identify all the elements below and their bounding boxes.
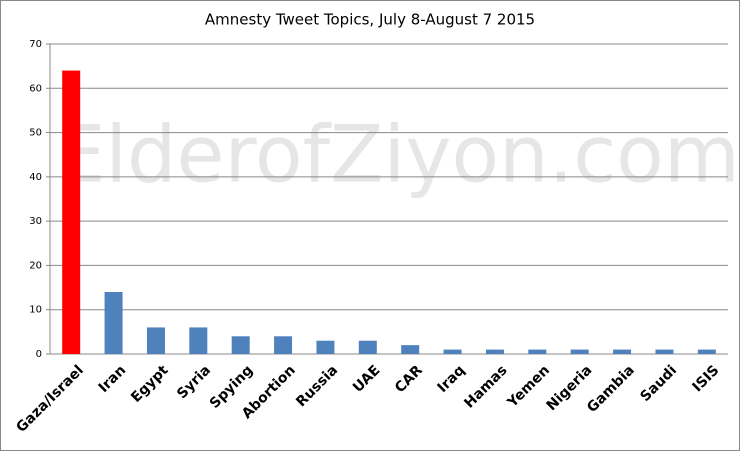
chart-title: Amnesty Tweet Topics, July 8-August 7 20… bbox=[205, 11, 535, 29]
bar bbox=[104, 292, 123, 354]
y-tick-label: 60 bbox=[29, 83, 42, 94]
bar bbox=[401, 345, 420, 354]
bar bbox=[316, 340, 335, 354]
y-tick-label: 10 bbox=[29, 305, 42, 316]
bar bbox=[231, 336, 250, 354]
bar bbox=[274, 336, 293, 354]
bar bbox=[485, 349, 504, 354]
bar bbox=[62, 70, 81, 355]
bar bbox=[443, 349, 462, 354]
y-tick-label: 40 bbox=[29, 172, 42, 183]
watermark: ElderofZiyon.com bbox=[56, 110, 740, 200]
y-tick-label: 50 bbox=[29, 128, 42, 139]
bar bbox=[189, 327, 208, 354]
y-tick-label: 70 bbox=[29, 39, 42, 50]
bar bbox=[358, 340, 377, 354]
bar bbox=[528, 349, 547, 354]
bar bbox=[570, 349, 589, 354]
y-tick-label: 30 bbox=[29, 216, 42, 227]
bar bbox=[655, 349, 674, 354]
y-tick-label: 20 bbox=[29, 260, 42, 271]
bar bbox=[146, 327, 165, 354]
y-tick-label: 0 bbox=[36, 349, 42, 360]
bar bbox=[613, 349, 632, 354]
bar bbox=[697, 349, 716, 354]
